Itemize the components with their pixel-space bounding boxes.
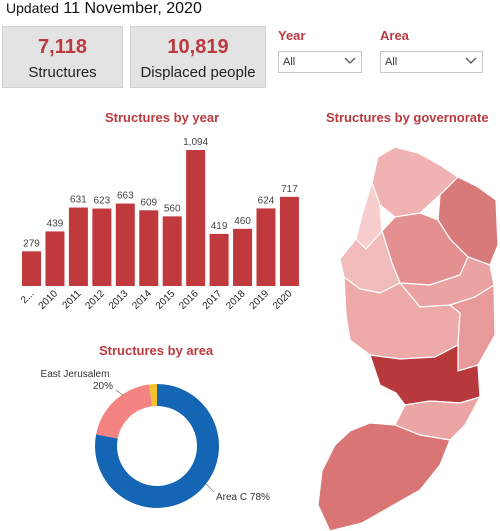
x-tick-label: 2010 — [37, 288, 61, 312]
dropdown-value: All — [385, 56, 398, 68]
area-dropdown[interactable]: All — [380, 51, 483, 73]
chevron-down-icon — [344, 57, 356, 64]
x-tick-label: 2014 — [130, 288, 154, 312]
data-label: 631 — [70, 195, 87, 206]
x-tick-label: 2011 — [61, 288, 84, 311]
x-tick-label: 2015 — [154, 288, 178, 312]
bar-chart-title: Structures by year — [105, 110, 220, 125]
bar — [45, 231, 65, 286]
kpi-value: 7,118 — [38, 36, 87, 58]
data-label: 560 — [164, 203, 181, 214]
donut-label-east-jerusalem: East Jerusalem — [41, 369, 110, 380]
data-label: 609 — [140, 197, 157, 208]
kpi-value: 10,819 — [167, 36, 229, 58]
x-tick-label: 2... — [19, 288, 37, 306]
kpi-label: Structures — [28, 64, 97, 81]
map-title: Structures by governorate — [326, 110, 489, 125]
year-dropdown[interactable]: All — [278, 51, 362, 73]
data-label: 460 — [234, 216, 251, 227]
leader-line — [115, 389, 125, 397]
data-label: 419 — [211, 221, 228, 232]
structures-by-year-chart: 279 2... 439 2010 631 2011 623 2012 663 2013 609 20… — [19, 137, 299, 312]
bar — [139, 210, 159, 286]
governorate-map — [317, 146, 499, 531]
donut-value-east-jerusalem: 20% — [93, 381, 113, 392]
filter-label-year: Year — [278, 28, 306, 43]
x-tick-label: 2017 — [201, 288, 225, 312]
data-label: 663 — [117, 191, 134, 202]
x-tick-label: 2020 — [271, 288, 295, 312]
bar — [92, 208, 112, 286]
chevron-down-icon — [465, 57, 477, 64]
x-tick-label: 2018 — [224, 288, 248, 312]
kpi-card-structures: 7,118 Structures — [2, 26, 123, 88]
bar — [22, 251, 41, 286]
leader-line — [205, 483, 215, 493]
donut-slice — [95, 384, 219, 508]
bar — [233, 228, 253, 286]
donut-label-area-c: Area C 78% — [216, 492, 270, 503]
updated-date: Updated 11 November, 2020 — [6, 0, 202, 18]
kpi-label: Displaced people — [140, 64, 256, 81]
dropdown-value: All — [283, 56, 296, 68]
x-tick-label: 2012 — [83, 288, 107, 312]
updated-prefix: Updated — [6, 0, 59, 16]
data-label: 623 — [94, 196, 111, 207]
x-tick-label: 2013 — [107, 288, 131, 312]
donut-chart-title: Structures by area — [99, 343, 214, 358]
donut-slice — [149, 384, 157, 407]
bar — [279, 196, 299, 286]
map-region-hebron[interactable] — [317, 422, 451, 531]
filter-label-area: Area — [380, 28, 409, 43]
data-label: 439 — [47, 218, 64, 229]
donut-slice — [96, 384, 152, 439]
kpi-card-displaced-people: 10,819 Displaced people — [130, 26, 266, 88]
data-label: 1,094 — [183, 137, 208, 148]
bar — [186, 150, 206, 286]
updated-date-value: 11 November, 2020 — [63, 0, 202, 17]
bar — [115, 203, 135, 286]
data-label: 717 — [281, 184, 298, 195]
bar — [68, 207, 88, 286]
data-label: 279 — [23, 238, 40, 249]
bar — [162, 216, 182, 286]
bar — [209, 233, 229, 286]
x-tick-label: 2019 — [248, 288, 272, 312]
data-label: 624 — [258, 195, 275, 206]
x-tick-label: 2016 — [177, 288, 201, 312]
bar — [256, 208, 276, 286]
